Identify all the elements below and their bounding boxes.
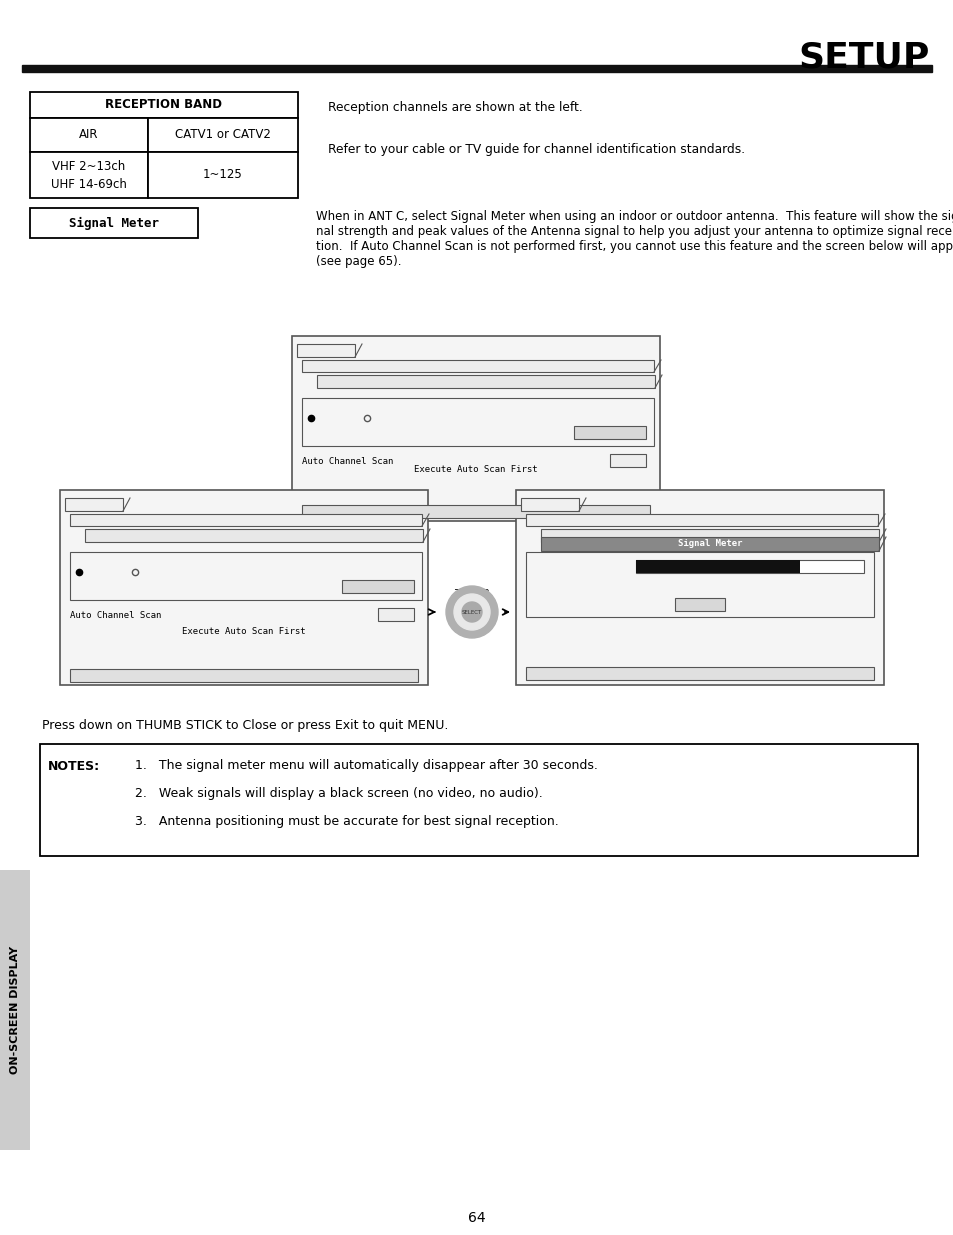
Text: Cable: Cable xyxy=(373,414,399,422)
Text: Press down on THUMB STICK to Close or press Exit to quit MENU.: Press down on THUMB STICK to Close or pr… xyxy=(42,720,448,732)
Text: Setup: Setup xyxy=(69,500,95,509)
Bar xyxy=(0,869,30,1150)
Text: THUMB: THUMB xyxy=(454,589,489,599)
Text: Antenna: Antenna xyxy=(316,414,355,422)
Bar xyxy=(609,454,645,467)
Text: AIR: AIR xyxy=(79,128,99,142)
Bar xyxy=(70,552,421,600)
Text: Execute Auto Scan First: Execute Auto Scan First xyxy=(414,464,537,473)
Bar xyxy=(30,91,297,119)
Text: RECEPTION BAND: RECEPTION BAND xyxy=(106,99,222,111)
Text: Ant C (DTV): Ant C (DTV) xyxy=(224,531,283,540)
Bar xyxy=(65,498,123,511)
Text: tion.  If Auto Channel Scan is not performed first, you cannot use this feature : tion. If Auto Channel Scan is not perfor… xyxy=(315,240,953,253)
Text: VHF 2~13ch
UHF 14-69ch: VHF 2~13ch UHF 14-69ch xyxy=(51,159,127,190)
Text: Source: Source xyxy=(307,403,335,412)
Bar xyxy=(85,529,422,542)
Text: Auto Channel Scan: Auto Channel Scan xyxy=(302,457,393,466)
Bar xyxy=(302,398,654,446)
Bar xyxy=(341,580,414,593)
Text: SELECT: SELECT xyxy=(461,610,481,615)
Text: Start: Start xyxy=(614,456,640,466)
Text: Signal Meter: Signal Meter xyxy=(581,429,638,437)
Text: SETUP: SETUP xyxy=(798,41,929,75)
Text: Set The Channels: Set The Channels xyxy=(531,515,617,525)
Text: STICK: STICK xyxy=(457,601,485,613)
Bar xyxy=(302,505,649,517)
Circle shape xyxy=(461,601,481,622)
Circle shape xyxy=(454,594,490,630)
Bar xyxy=(377,608,414,621)
Text: Auto Channel Scan: Auto Channel Scan xyxy=(70,610,161,620)
Text: (see page 65).: (see page 65). xyxy=(315,254,401,268)
Text: 3.   Antenna positioning must be accurate for best signal reception.: 3. Antenna positioning must be accurate … xyxy=(135,815,558,829)
Text: Strength  :  68: Strength : 68 xyxy=(531,566,611,574)
Text: Set The Channels: Set The Channels xyxy=(307,362,393,370)
Text: Ant C (DTV): Ant C (DTV) xyxy=(456,377,515,387)
Text: ↕ Move  ■■ Select: ↕ Move ■■ Select xyxy=(307,509,379,515)
Bar xyxy=(30,119,148,152)
Bar xyxy=(30,152,148,198)
Text: Setup: Setup xyxy=(301,346,328,354)
Bar xyxy=(60,490,428,685)
Text: 2.   Weak signals will display a black screen (no video, no audio).: 2. Weak signals will display a black scr… xyxy=(135,788,542,800)
Bar xyxy=(22,65,931,72)
Text: Signal Meter: Signal Meter xyxy=(69,216,159,230)
Bar xyxy=(636,559,800,573)
Text: ■■ Close: ■■ Close xyxy=(531,671,564,677)
Text: 1.   The signal meter menu will automatically disappear after 30 seconds.: 1. The signal meter menu will automatica… xyxy=(135,760,598,773)
Text: Source: Source xyxy=(75,557,103,566)
Text: nal strength and peak values of the Antenna signal to help you adjust your anten: nal strength and peak values of the Ante… xyxy=(315,225,953,238)
Bar xyxy=(675,598,724,611)
Text: Signal Meter: Signal Meter xyxy=(350,582,405,592)
Bar xyxy=(516,490,883,685)
Text: ANT C(DTV): ANT C(DTV) xyxy=(682,531,736,540)
Text: Cable: Cable xyxy=(141,568,168,577)
Circle shape xyxy=(446,585,497,638)
Bar xyxy=(292,336,659,521)
Bar xyxy=(296,345,355,357)
Bar xyxy=(70,514,421,526)
Text: Antenna: Antenna xyxy=(85,568,123,577)
Bar xyxy=(316,375,655,388)
Bar xyxy=(540,537,878,551)
Text: Execute Auto Scan First: Execute Auto Scan First xyxy=(182,626,306,636)
Text: NOTES:: NOTES: xyxy=(48,760,100,773)
Text: When in ANT C, select Signal Meter when using an indoor or outdoor antenna.  Thi: When in ANT C, select Signal Meter when … xyxy=(315,210,953,224)
Bar xyxy=(520,498,578,511)
Text: ON-SCREEN DISPLAY: ON-SCREEN DISPLAY xyxy=(10,946,20,1074)
Text: Reception channels are shown at the left.: Reception channels are shown at the left… xyxy=(328,101,582,115)
Bar xyxy=(525,552,873,618)
Text: Start: Start xyxy=(382,610,409,619)
Text: CATV1 or CATV2: CATV1 or CATV2 xyxy=(175,128,271,142)
Text: 64: 64 xyxy=(468,1212,485,1225)
Bar xyxy=(574,426,645,438)
Bar xyxy=(636,559,863,573)
Bar xyxy=(525,667,873,680)
Bar xyxy=(70,669,417,682)
Bar xyxy=(148,152,297,198)
Bar xyxy=(40,743,917,856)
Text: 1~125: 1~125 xyxy=(203,168,243,182)
Text: Signal Meter: Signal Meter xyxy=(677,540,741,548)
Bar xyxy=(302,359,654,372)
Text: Set The Channels: Set The Channels xyxy=(75,515,161,525)
Text: Refer to your cable or TV guide for channel identification standards.: Refer to your cable or TV guide for chan… xyxy=(328,143,744,157)
Text: Setup: Setup xyxy=(524,500,551,509)
Bar xyxy=(525,514,877,526)
Text: Peak      :  71: Peak : 71 xyxy=(531,583,611,593)
Text: Close: Close xyxy=(686,600,713,609)
Bar xyxy=(148,119,297,152)
Text: ↕ Move  ■■ Select: ↕ Move ■■ Select xyxy=(75,673,147,678)
Bar xyxy=(30,207,198,238)
Bar xyxy=(540,529,878,542)
